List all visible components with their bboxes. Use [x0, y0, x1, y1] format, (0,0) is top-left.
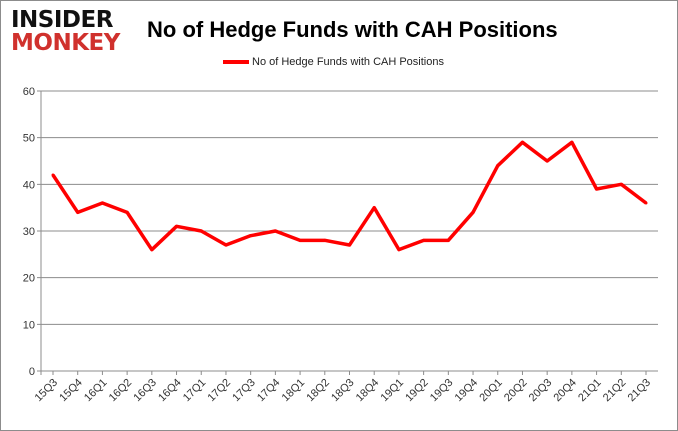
data-point: [125, 210, 129, 214]
data-point: [249, 234, 253, 238]
x-tick-label: 15Q4: [57, 377, 85, 405]
data-point: [298, 238, 302, 242]
x-tick-label: 19Q2: [403, 377, 431, 405]
series-line: [51, 140, 648, 252]
legend: No of Hedge Funds with CAH Positions: [223, 56, 444, 68]
x-tick-label: 16Q3: [131, 377, 159, 405]
data-point: [323, 238, 327, 242]
x-tick-label: 18Q4: [354, 377, 382, 405]
logo-line1: INSIDER: [11, 7, 113, 33]
data-point: [619, 182, 623, 186]
data-point: [520, 140, 524, 144]
data-point: [150, 248, 154, 252]
x-tick-label: 17Q1: [181, 377, 209, 405]
x-tick-label: 20Q4: [551, 377, 579, 405]
data-point: [51, 173, 55, 177]
x-tick-label: 21Q3: [626, 377, 654, 405]
data-point: [570, 140, 574, 144]
insider-monkey-logo: INSIDER MONKEY: [11, 9, 120, 55]
x-tick-label: 21Q1: [576, 377, 604, 405]
x-tick-label: 17Q3: [230, 377, 258, 405]
x-tick-label: 16Q1: [82, 377, 110, 405]
logo-line2: MONKEY: [11, 30, 120, 56]
x-tick-label: 17Q2: [206, 377, 234, 405]
x-tick-label: 20Q2: [502, 377, 530, 405]
x-tick-label: 18Q2: [304, 377, 332, 405]
data-point: [273, 229, 277, 233]
y-tick-label: 20: [23, 273, 35, 285]
x-tick-label: 17Q4: [255, 377, 283, 405]
y-tick-label: 40: [23, 179, 35, 191]
data-point: [100, 201, 104, 205]
x-tick-label: 16Q2: [107, 377, 135, 405]
x-tick-label: 19Q4: [453, 377, 481, 405]
data-point: [348, 243, 351, 247]
x-tick-label: 20Q3: [527, 377, 555, 405]
data-point: [545, 159, 549, 163]
x-tick-label: 19Q3: [428, 377, 456, 405]
data-point: [397, 248, 401, 252]
x-tick-label: 16Q4: [156, 377, 184, 405]
x-tick-label: 20Q1: [477, 377, 505, 405]
data-point: [175, 224, 179, 228]
data-point: [422, 238, 426, 242]
legend-label: No of Hedge Funds with CAH Positions: [252, 56, 444, 68]
data-point: [372, 206, 376, 210]
data-point: [471, 210, 475, 214]
y-tick-label: 10: [23, 319, 35, 331]
data-point: [224, 243, 228, 247]
legend-swatch: [223, 60, 249, 64]
y-tick-label: 60: [23, 86, 35, 98]
data-point: [496, 164, 500, 168]
chart-title: No of Hedge Funds with CAH Positions: [147, 17, 558, 42]
data-point: [199, 229, 203, 233]
y-tick-label: 50: [23, 133, 35, 145]
data-point: [595, 187, 599, 191]
x-tick-label: 18Q3: [329, 377, 357, 405]
y-tick-label: 30: [23, 226, 35, 238]
data-point: [446, 238, 450, 242]
x-tick-label: 15Q3: [33, 377, 61, 405]
x-tick-label: 18Q1: [280, 377, 308, 405]
x-tick-label: 19Q1: [379, 377, 407, 405]
x-tick-label: 21Q2: [601, 377, 629, 405]
data-point: [644, 201, 648, 205]
y-tick-label: 0: [29, 366, 35, 378]
data-point: [76, 210, 80, 214]
